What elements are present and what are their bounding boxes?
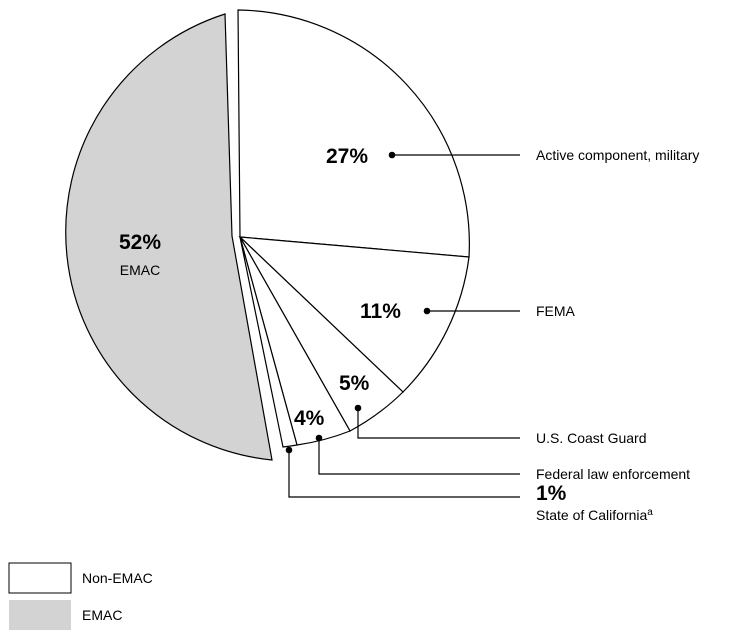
callout-california: State of Californiaa <box>536 507 653 523</box>
leader-dots <box>285 151 431 454</box>
callout-coast-guard: U.S. Coast Guard <box>536 430 647 446</box>
callout-fema: FEMA <box>536 303 576 319</box>
pct-label-coast-guard: 5% <box>339 372 370 395</box>
pct-label-fema: 11% <box>360 300 401 323</box>
legend: Non-EMAC EMAC <box>8 562 153 630</box>
pct-label-emac: 52% <box>119 231 161 254</box>
slice-fema <box>238 236 470 393</box>
callout-california-footnote: a <box>647 507 653 518</box>
legend-label-non-emac: Non-EMAC <box>82 570 153 586</box>
slice-emac <box>65 13 273 461</box>
callout-california-text: State of California <box>536 507 647 523</box>
callout-federal-law: Federal law enforcement <box>536 466 690 482</box>
legend-label-emac: EMAC <box>82 607 122 623</box>
leader-lines <box>288 154 520 498</box>
pct-label-california: 1% <box>536 482 567 505</box>
pct-label-federal-law: 4% <box>294 407 325 430</box>
callout-active-military: Active component, military <box>536 147 699 163</box>
pct-label-active-military: 27% <box>326 145 368 168</box>
slice-california <box>239 236 298 448</box>
slice-active-military <box>237 9 470 258</box>
slice-label-emac: EMAC <box>120 262 160 278</box>
legend-swatch-non-emac <box>8 562 72 594</box>
legend-swatch-emac <box>9 600 71 630</box>
